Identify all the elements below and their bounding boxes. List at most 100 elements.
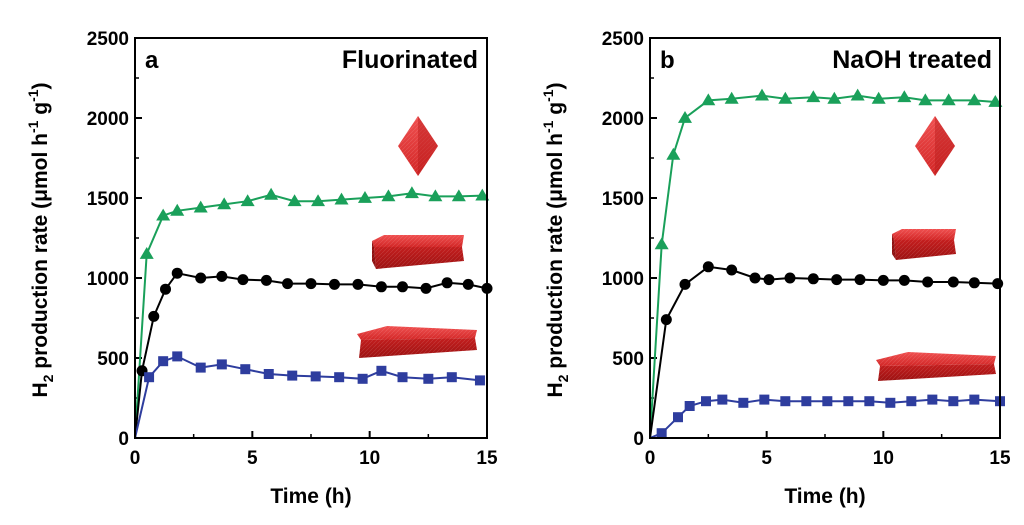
data-point xyxy=(831,274,843,286)
data-point xyxy=(172,351,183,362)
data-point xyxy=(240,194,255,207)
data-point xyxy=(420,282,432,294)
data-point xyxy=(195,272,207,284)
series-thin-plate-a xyxy=(134,351,485,439)
y-axis-title-b: H2 production rate (μmol h-1 g-1) xyxy=(540,82,571,397)
y-tick-label-b: 2000 xyxy=(602,109,644,130)
ticks-a: 0 500 1000 1500 2000 2500 0 5 10 15 xyxy=(87,29,498,469)
panel-a: H2 production rate (μmol h-1 g-1) 0 500 10… xyxy=(25,29,498,508)
data-point xyxy=(311,194,326,207)
data-point xyxy=(660,314,672,326)
truncated-plate-illustration-b xyxy=(892,229,956,260)
data-point xyxy=(357,373,368,384)
data-point xyxy=(927,394,938,405)
data-point xyxy=(282,278,294,290)
data-point xyxy=(948,396,959,407)
data-point xyxy=(357,191,372,203)
data-point xyxy=(352,278,364,290)
panel-b: H2 production rate (μmol h-1 g-1) 0 500 10… xyxy=(540,29,1011,508)
data-point xyxy=(475,188,490,201)
data-point xyxy=(148,310,160,322)
y-tick-label-b: 2500 xyxy=(602,29,644,50)
data-point xyxy=(397,281,409,293)
data-point xyxy=(240,364,251,375)
data-point xyxy=(780,396,791,407)
data-point xyxy=(156,208,171,221)
y-axis-title-a: H2 production rate (μmol h-1 g-1) xyxy=(25,82,56,397)
data-point xyxy=(941,93,956,106)
data-point xyxy=(263,369,274,379)
data-point xyxy=(654,237,669,250)
y-tick-label-a: 1500 xyxy=(87,189,129,210)
data-point xyxy=(441,277,453,289)
data-point xyxy=(801,396,812,407)
series-line-octahedral xyxy=(134,192,483,439)
x-tick-label-a: 0 xyxy=(130,448,141,469)
data-point xyxy=(717,394,728,405)
svg-text:H2 production rate (μmol h-1 g: H2 production rate (μmol h-1 g-1) xyxy=(25,82,56,397)
data-point xyxy=(701,93,716,106)
y-tick-label-a: 0 xyxy=(118,429,129,450)
data-point xyxy=(988,95,1003,107)
data-point xyxy=(778,91,793,104)
data-point xyxy=(334,192,349,205)
y-tick-label-b: 500 xyxy=(612,349,644,370)
data-point xyxy=(171,267,183,279)
data-point xyxy=(216,359,227,370)
panel-label-b: b xyxy=(660,47,675,74)
series-octahedral-b xyxy=(649,88,1003,439)
data-point xyxy=(397,372,408,383)
data-point xyxy=(305,278,317,290)
data-point xyxy=(763,274,775,286)
data-point xyxy=(428,189,443,202)
data-point xyxy=(850,88,865,101)
x-tick-label-b: 5 xyxy=(761,448,772,469)
octahedron-illustration-a xyxy=(398,116,438,176)
x-axis-title-a: Time (h) xyxy=(270,485,351,508)
series-line-thin-plate xyxy=(134,355,481,439)
octahedron-illustration-b xyxy=(915,116,955,176)
panel-title-b: NaOH treated xyxy=(832,46,992,74)
data-point xyxy=(827,91,842,104)
data-point xyxy=(217,197,232,210)
data-point xyxy=(967,93,982,106)
data-point xyxy=(684,401,695,411)
data-point xyxy=(195,362,206,373)
y-tick-label-b: 0 xyxy=(633,429,644,450)
data-point xyxy=(160,283,172,295)
data-point xyxy=(906,396,917,407)
data-point xyxy=(822,396,833,407)
data-point xyxy=(724,91,739,104)
series-truncated-plate-a xyxy=(134,267,493,439)
data-point xyxy=(843,396,854,407)
y-tick-label-a: 2500 xyxy=(87,29,129,50)
data-point xyxy=(898,274,910,286)
data-point xyxy=(462,278,474,290)
x-tick-label-a: 10 xyxy=(359,448,380,469)
truncated-plate-illustration-a xyxy=(372,235,464,269)
y-tick-label-a: 500 xyxy=(97,349,129,370)
x-tick-label-b: 0 xyxy=(645,448,656,469)
panel-label-a: a xyxy=(145,47,159,74)
data-point xyxy=(139,247,154,259)
data-point xyxy=(237,274,249,286)
data-point xyxy=(871,91,886,104)
ticks-b: 0 500 1000 1500 2000 2500 0 5 10 15 xyxy=(602,29,1011,469)
plot-frame-b xyxy=(649,37,1001,439)
data-point xyxy=(749,272,761,284)
data-point xyxy=(287,194,302,207)
series-a xyxy=(134,186,493,439)
data-point xyxy=(726,264,738,276)
x-tick-label-a: 5 xyxy=(247,448,258,469)
data-point xyxy=(885,397,896,408)
data-point xyxy=(897,90,912,103)
data-point xyxy=(404,186,419,199)
data-point xyxy=(446,372,457,383)
y-tick-label-a: 1000 xyxy=(87,269,129,290)
x-tick-label-b: 10 xyxy=(873,448,894,469)
thin-plate-illustration-a xyxy=(357,326,477,358)
data-point xyxy=(158,356,169,367)
series-b xyxy=(649,88,1005,439)
data-point xyxy=(678,111,692,123)
